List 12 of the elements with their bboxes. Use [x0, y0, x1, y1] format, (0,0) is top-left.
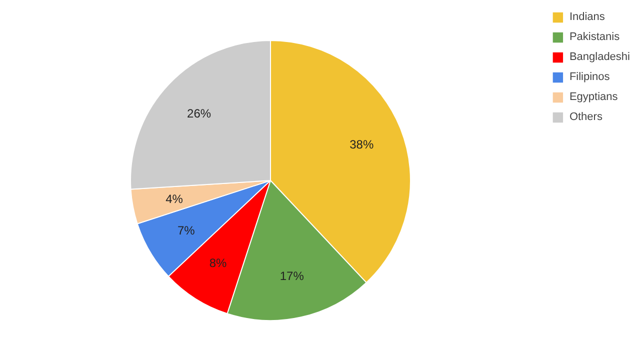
- data-label: 38%: [350, 137, 374, 152]
- data-label: 17%: [280, 269, 304, 284]
- data-label: 7%: [177, 223, 196, 238]
- data-label: 26%: [187, 106, 212, 120]
- legend-label: Egyptians: [569, 91, 618, 103]
- legend-label: Filipinos: [569, 71, 610, 83]
- data-label: 8%: [209, 256, 227, 270]
- legend-label: Bangladeshi: [569, 51, 630, 63]
- data-label: 4%: [166, 192, 184, 206]
- legend-label: Indians: [569, 11, 605, 23]
- legend-label: Others: [569, 111, 602, 123]
- legend-label: Pakistanis: [569, 31, 620, 43]
